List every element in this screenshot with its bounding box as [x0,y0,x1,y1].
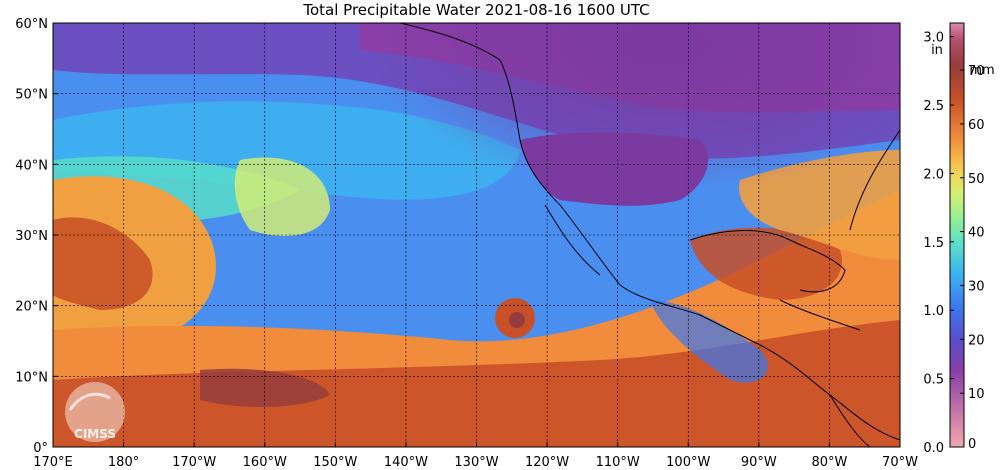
latitude-labels: 0° 10°N 20°N 30°N 40°N 50°N 60°N [15,17,58,456]
lon-label: 180° [108,455,139,470]
cimss-logo: CIMSS [65,382,125,442]
cb-mm-label: 60 [968,118,985,133]
lon-label: 140°W [384,455,428,470]
cb-in-label: 0.5 [923,373,944,388]
lon-label: 70°W [882,455,918,470]
cb-mm-label: 50 [968,172,985,187]
cb-in-label: 1.0 [923,304,944,319]
lat-label: 20°N [15,300,48,315]
cb-mm-label: 30 [968,279,985,294]
cb-in-label: 1.5 [923,236,944,251]
colorbar-gradient [949,22,965,448]
lat-label: 10°N [15,370,48,385]
cb-mm-label: 20 [968,333,985,348]
map-title: Total Precipitable Water 2021-08-16 1600… [303,1,650,19]
lon-label: 170°W [172,455,216,470]
colorbar-mm-ticks: 70 60 50 40 30 20 10 0 [960,64,985,452]
cb-in-label: 2.5 [923,99,944,114]
lon-label: 110°W [596,455,640,470]
lon-label: 80°W [811,455,847,470]
lon-label: 170°E [33,455,73,470]
lat-label: 0° [33,441,48,456]
lon-label: 100°W [666,455,710,470]
lat-label: 40°N [15,158,48,173]
lon-label: 130°W [454,455,498,470]
colorbar-unit-mm: mm [969,63,994,78]
graticule [53,23,900,447]
lat-label: 60°N [15,17,48,32]
longitude-labels: 170°E 180° 170°W 160°W 150°W 140°W 130°W 120°W 1… [33,442,918,470]
cb-in-label: 3.0 [923,31,944,46]
cb-mm-label: 0 [968,437,976,452]
colorbar-unit-in: in [931,43,943,58]
cb-mm-label: 10 [968,387,985,402]
lat-label: 30°N [15,229,48,244]
lat-label: 50°N [15,88,48,103]
colorbar-in-ticks: 3.0 2.5 2.0 1.5 1.0 0.5 0.0 [923,31,954,456]
cb-in-label: 0.0 [923,441,944,456]
colorbar: in mm 3.0 2.5 2.0 1.5 1.0 0.5 0.0 70 60 50 40 30 20… [923,22,995,456]
cb-mm-label: 70 [968,64,985,79]
lon-label: 90°W [741,455,777,470]
cb-in-label: 2.0 [923,167,944,182]
lon-label: 160°W [243,455,287,470]
lon-label: 150°W [313,455,357,470]
lon-label: 120°W [525,455,569,470]
logo-text: CIMSS [74,427,116,441]
cb-mm-label: 40 [968,226,985,241]
coastlines [399,23,900,447]
